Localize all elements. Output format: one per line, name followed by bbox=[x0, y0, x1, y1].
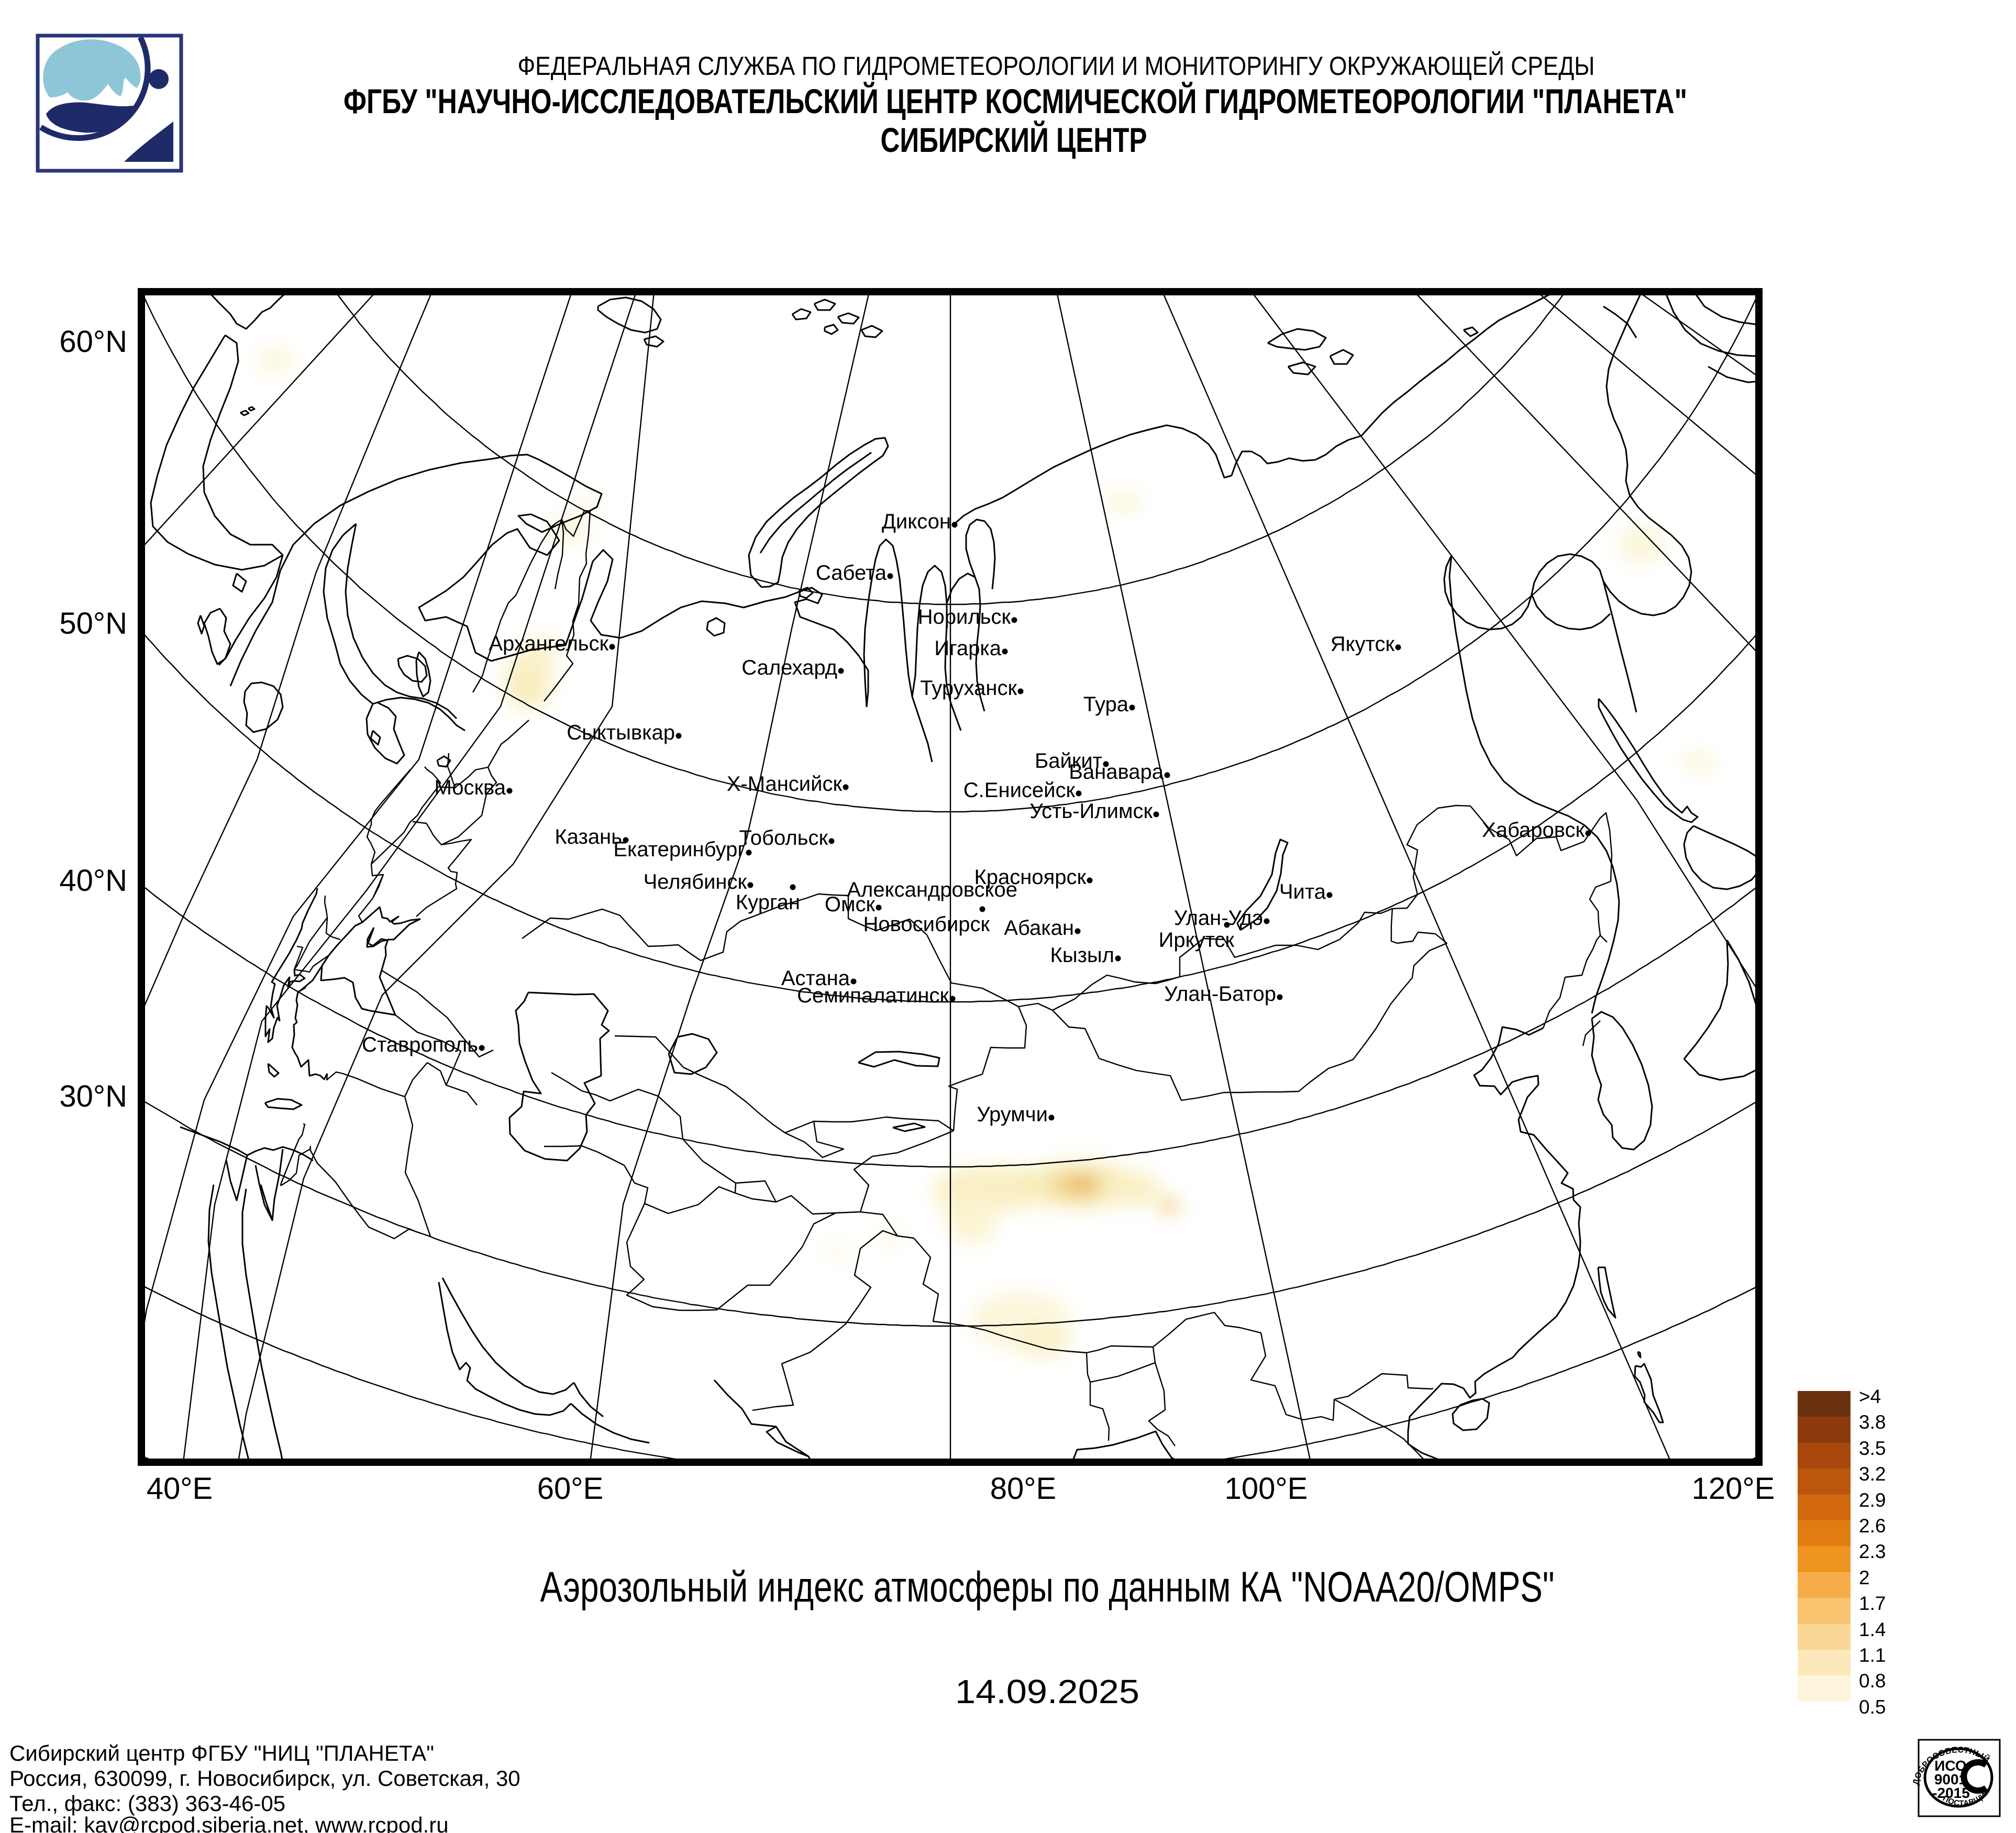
svg-text:E-mail: kav@rcpod.siberia.net,: E-mail: kav@rcpod.siberia.net, www.rcpod… bbox=[9, 1813, 449, 1833]
svg-text:СИБИРСКИЙ ЦЕНТР: СИБИРСКИЙ ЦЕНТР bbox=[881, 120, 1147, 159]
svg-text:80°E: 80°E bbox=[990, 1472, 1056, 1506]
svg-text:Диксон: Диксон bbox=[882, 510, 951, 533]
svg-text:Якутск: Якутск bbox=[1331, 633, 1395, 656]
svg-text:2: 2 bbox=[1859, 1567, 1870, 1588]
svg-text:Тобольск: Тобольск bbox=[739, 826, 828, 849]
svg-text:120°E: 120°E bbox=[1692, 1472, 1775, 1506]
svg-text:1.4: 1.4 bbox=[1859, 1619, 1886, 1640]
svg-text:Омск: Омск bbox=[825, 893, 876, 916]
svg-text:Екатеринбург: Екатеринбург bbox=[613, 838, 745, 861]
svg-text:Астана: Астана bbox=[781, 967, 850, 990]
svg-text:С.Енисейск: С.Енисейск bbox=[963, 779, 1076, 802]
svg-text:Ванавара: Ванавара bbox=[1069, 760, 1164, 783]
svg-text:0.8: 0.8 bbox=[1859, 1670, 1886, 1692]
svg-text:Москва: Москва bbox=[434, 776, 506, 799]
svg-text:50°N: 50°N bbox=[59, 606, 127, 641]
svg-text:Тел., факс: (383) 363-46-05: Тел., факс: (383) 363-46-05 bbox=[9, 1791, 285, 1816]
svg-text:>4: >4 bbox=[1859, 1386, 1881, 1407]
svg-text:Иркутск: Иркутск bbox=[1159, 929, 1235, 952]
svg-text:60°N: 60°N bbox=[59, 325, 127, 359]
svg-text:3.2: 3.2 bbox=[1859, 1463, 1886, 1485]
svg-text:Челябинск: Челябинск bbox=[644, 870, 747, 893]
svg-text:Игарка: Игарка bbox=[934, 637, 1001, 660]
svg-text:Казань: Казань bbox=[555, 825, 622, 848]
svg-text:Сабета: Сабета bbox=[816, 561, 887, 584]
svg-text:Кызыл: Кызыл bbox=[1050, 944, 1114, 967]
svg-text:Улан-Удэ: Улан-Удэ bbox=[1174, 907, 1263, 930]
svg-text:Россия, 630099, г. Новосибирск: Россия, 630099, г. Новосибирск, ул. Сове… bbox=[9, 1766, 520, 1791]
svg-text:Чита: Чита bbox=[1279, 880, 1326, 903]
svg-text:2.6: 2.6 bbox=[1859, 1515, 1886, 1537]
svg-text:Семипалатинск: Семипалатинск bbox=[797, 984, 949, 1007]
svg-text:Красноярск: Красноярск bbox=[974, 866, 1086, 889]
svg-text:0.5: 0.5 bbox=[1859, 1696, 1886, 1718]
svg-text:Хабаровск: Хабаровск bbox=[1482, 819, 1585, 842]
svg-text:Усть-Илимск: Усть-Илимск bbox=[1029, 800, 1153, 823]
svg-text:Александровское: Александровское bbox=[847, 878, 1017, 901]
svg-text:100°E: 100°E bbox=[1225, 1472, 1308, 1506]
svg-text:ИСО: ИСО bbox=[1934, 1758, 1966, 1774]
svg-text:2.3: 2.3 bbox=[1859, 1541, 1886, 1562]
svg-text:Сибирский центр ФГБУ "НИЦ "ПЛА: Сибирский центр ФГБУ "НИЦ "ПЛАНЕТА" bbox=[9, 1741, 434, 1765]
svg-text:2.9: 2.9 bbox=[1859, 1489, 1886, 1511]
svg-text:Норильск: Норильск bbox=[918, 605, 1011, 628]
svg-text:Новосибирск: Новосибирск bbox=[863, 913, 990, 936]
svg-text:ФЕДЕРАЛЬНАЯ СЛУЖБА ПО ГИДРОМЕТ: ФЕДЕРАЛЬНАЯ СЛУЖБА ПО ГИДРОМЕТЕОРОЛОГИИ … bbox=[518, 51, 1595, 81]
svg-text:3.5: 3.5 bbox=[1859, 1438, 1886, 1459]
svg-text:Урумчи: Урумчи bbox=[977, 1103, 1048, 1126]
svg-text:40°N: 40°N bbox=[59, 864, 127, 898]
svg-text:40°E: 40°E bbox=[147, 1472, 213, 1506]
svg-text:Х-Мансийск: Х-Мансийск bbox=[727, 772, 843, 796]
svg-text:1.1: 1.1 bbox=[1859, 1644, 1886, 1666]
svg-text:Ставрополь: Ставрополь bbox=[362, 1033, 478, 1056]
svg-text:Салехард: Салехард bbox=[741, 656, 837, 679]
svg-text:Абакан: Абакан bbox=[1004, 916, 1074, 940]
svg-text:-2015: -2015 bbox=[1932, 1785, 1970, 1801]
svg-text:Туруханск: Туруханск bbox=[920, 677, 1017, 700]
svg-text:Сыктывкар: Сыктывкар bbox=[567, 721, 675, 744]
svg-text:Тура: Тура bbox=[1083, 693, 1129, 716]
svg-text:Архангельск: Архангельск bbox=[489, 632, 608, 655]
svg-text:Улан-Батор: Улан-Батор bbox=[1164, 982, 1276, 1006]
svg-text:Байкит: Байкит bbox=[1035, 749, 1102, 772]
svg-text:14.09.2025: 14.09.2025 bbox=[955, 1673, 1139, 1710]
svg-text:Аэрозольный индекс атмосферы п: Аэрозольный индекс атмосферы по данным К… bbox=[540, 1563, 1555, 1611]
svg-text:1.7: 1.7 bbox=[1859, 1593, 1886, 1614]
svg-text:60°E: 60°E bbox=[537, 1472, 603, 1506]
svg-text:3.8: 3.8 bbox=[1859, 1411, 1886, 1433]
svg-text:Курган: Курган bbox=[736, 891, 800, 914]
svg-text:30°N: 30°N bbox=[59, 1079, 127, 1113]
svg-text:ФГБУ "НАУЧНО-ИССЛЕДОВАТЕЛЬСКИЙ: ФГБУ "НАУЧНО-ИССЛЕДОВАТЕЛЬСКИЙ ЦЕНТР КОС… bbox=[344, 81, 1687, 120]
